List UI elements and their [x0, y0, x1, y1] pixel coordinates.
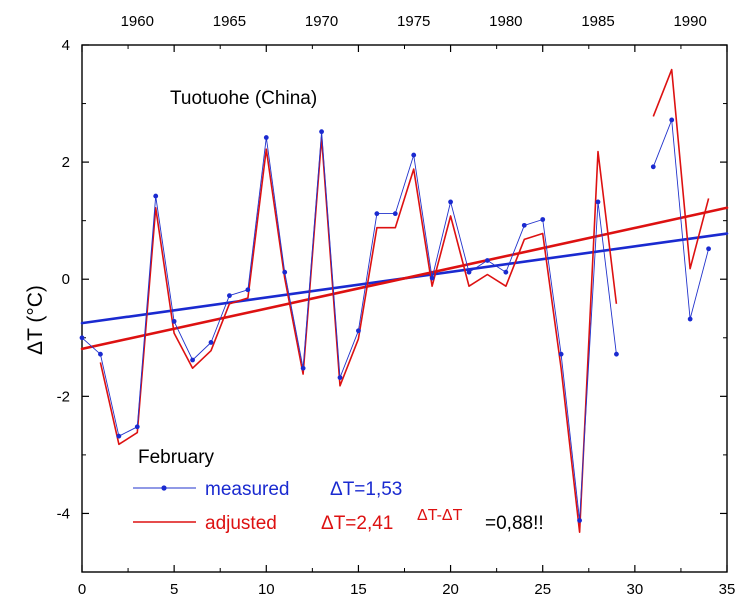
x-tick-label: 20: [442, 581, 459, 598]
measured-data-point: [411, 152, 417, 158]
measured-data-point: [300, 365, 306, 371]
measured-data-point: [190, 357, 195, 363]
measured-data-point: [337, 375, 343, 380]
measured-data-point: [153, 193, 159, 199]
measured-data-point: [171, 318, 177, 324]
measured-data-point: [521, 222, 527, 228]
top-axis-year-label: 1960: [121, 13, 154, 30]
measured-data-point: [392, 211, 398, 217]
top-axis-year-label: 1965: [213, 13, 246, 30]
measured-data-point: [116, 433, 122, 439]
data-series: [79, 68, 711, 534]
chart-title: Tuotuohe (China): [170, 88, 317, 109]
measured-data-point: [687, 316, 693, 322]
legend-month: February: [138, 447, 215, 468]
measured-data-point: [614, 351, 619, 357]
top-axis-year-label: 1975: [397, 13, 430, 30]
measured-series-line: [652, 119, 710, 320]
x-tick-label: 0: [78, 581, 86, 598]
adjusted-series-line: [99, 136, 618, 534]
measured-data-point: [356, 328, 361, 334]
legend-measured-delta: ΔT=1,53: [330, 479, 402, 500]
legend-adjusted-delta: ΔT=2,41: [321, 513, 393, 534]
measured-data-point: [706, 246, 711, 252]
top-axis-year-label: 1990: [673, 13, 706, 30]
measured-data-point: [669, 117, 675, 123]
adjusted-series-line: [652, 68, 710, 270]
measured-data-point: [503, 269, 509, 275]
adjusted-trend-line: [80, 206, 729, 351]
x-tick-label: 15: [350, 581, 367, 598]
measured-series-line: [81, 131, 617, 521]
x-tick-label: 30: [627, 581, 644, 598]
measured-data-point: [98, 351, 103, 357]
measured-data-point: [282, 269, 288, 275]
y-tick-label: 2: [62, 154, 70, 171]
measured-data-point: [319, 129, 324, 135]
measured-data-point: [208, 340, 214, 345]
y-tick-label: -4: [57, 505, 70, 522]
x-tick-label: 35: [719, 581, 736, 598]
legend-difference-expr: ΔT-ΔT: [417, 507, 463, 524]
measured-data-point: [577, 518, 582, 523]
measured-data-point: [595, 199, 601, 205]
trend-lines: [80, 206, 729, 351]
y-tick-label: 4: [62, 37, 70, 54]
measured-data-point: [558, 351, 564, 357]
legend-adjusted-label: adjusted: [205, 513, 277, 534]
top-axis-year-label: 1970: [305, 13, 338, 30]
x-tick-label: 5: [170, 581, 178, 598]
legend-measured-label: measured: [205, 479, 290, 500]
measured-data-point: [540, 217, 546, 222]
y-tick-label: 0: [62, 271, 70, 288]
y-tick-label: -2: [57, 388, 70, 405]
measured-data-point: [485, 258, 490, 263]
measured-data-point: [134, 424, 140, 430]
x-tick-label: 25: [534, 581, 551, 598]
measured-data-point: [227, 293, 232, 299]
measured-data-point: [466, 269, 472, 275]
measured-data-point: [263, 135, 269, 140]
top-axis-year-label: 1985: [581, 13, 614, 30]
measured-data-point: [448, 199, 453, 205]
measured-data-point: [650, 164, 656, 170]
legend-difference-value: =0,88!!: [485, 513, 544, 534]
measured-data-point: [429, 275, 435, 281]
x-tick-label: 10: [258, 581, 275, 598]
top-axis-year-label: 1980: [489, 13, 522, 30]
legend-measured-marker: [161, 485, 167, 491]
y-axis-label: ΔT (°C): [24, 285, 47, 355]
measured-data-point: [245, 287, 251, 293]
measured-data-point: [374, 211, 380, 217]
measured-data-point: [79, 335, 85, 341]
